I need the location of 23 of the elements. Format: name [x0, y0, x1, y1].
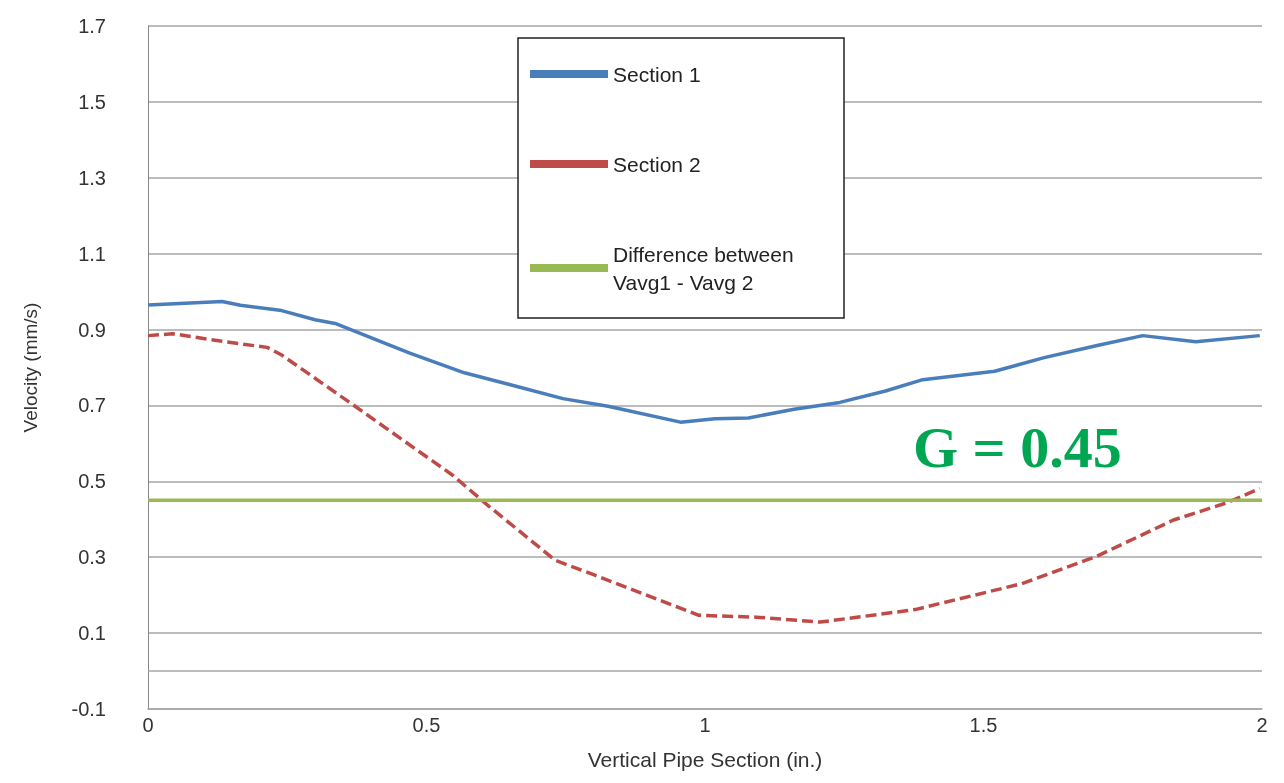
- x-tick-label: 2: [1256, 714, 1268, 736]
- x-tick-label: 1.5: [969, 714, 998, 736]
- y-tick-label: 1.1: [78, 242, 106, 265]
- annotation: G = 0.45: [913, 414, 1122, 480]
- legend-label: Section 1: [613, 62, 701, 86]
- x-tick-label: 0.5: [412, 714, 441, 736]
- y-tick-label: 0.7: [78, 394, 106, 417]
- y-axis-title: Velocity (mm/s): [20, 302, 41, 433]
- y-tick-label: 1.7: [78, 15, 106, 37]
- legend-label: Section 2: [613, 152, 701, 176]
- y-tick-label: -0.1: [71, 698, 106, 720]
- y-tick-label: 1.5: [78, 90, 106, 113]
- x-tick-label: 1: [699, 714, 711, 736]
- line-series: [146, 331, 1262, 624]
- y-tick-label: 0.3: [78, 546, 106, 569]
- y-tick-label: 0.9: [78, 318, 106, 341]
- y-tick-label: 1.3: [78, 166, 106, 189]
- y-tick-label: 0.1: [78, 622, 106, 645]
- legend-label: Difference between Vavg1 - Vavg 2: [613, 242, 800, 294]
- x-tick-label: 0: [142, 714, 154, 736]
- x-axis-title: Vertical Pipe Section (in.): [587, 748, 823, 771]
- line-series: [146, 299, 1262, 424]
- y-tick-label: 0.5: [78, 470, 106, 493]
